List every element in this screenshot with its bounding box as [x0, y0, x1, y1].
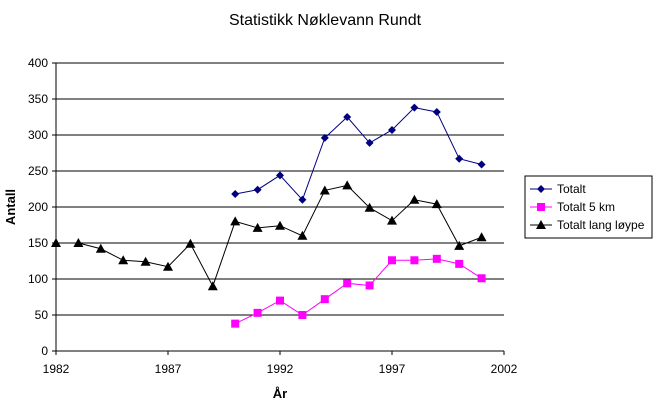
- legend: Totalt Totalt 5 km Totalt lang løype: [524, 175, 653, 239]
- data-point: [477, 274, 486, 283]
- data-point: [388, 125, 396, 134]
- y-tick-label: 250: [28, 164, 48, 178]
- y-tick-label: 350: [28, 92, 48, 106]
- data-point: [431, 199, 442, 209]
- data-point: [140, 256, 151, 266]
- data-point: [298, 311, 307, 319]
- series-2: [231, 254, 486, 328]
- series-group: [51, 103, 487, 328]
- y-tick-label: 200: [28, 200, 48, 214]
- x-tick-label: 2002: [491, 362, 518, 376]
- data-point: [343, 279, 352, 288]
- data-point: [276, 296, 284, 305]
- data-point: [409, 194, 420, 204]
- x-tick-label: 1992: [267, 362, 294, 376]
- data-point: [298, 195, 307, 204]
- data-point: [252, 222, 263, 232]
- data-point: [297, 230, 308, 240]
- data-point: [387, 215, 397, 225]
- legend-marker: [537, 203, 545, 211]
- y-axis-label: Antall: [3, 189, 18, 225]
- data-point: [185, 238, 196, 248]
- x-tick-label: 1987: [155, 362, 182, 376]
- grid-lines: [56, 62, 504, 316]
- data-point: [455, 259, 464, 268]
- data-point: [364, 202, 375, 212]
- data-point: [231, 190, 240, 199]
- data-point: [365, 138, 374, 147]
- series-line: [56, 184, 482, 288]
- data-point: [253, 185, 262, 194]
- data-point: [455, 154, 464, 163]
- x-tick-label: 1982: [43, 362, 70, 376]
- y-tick-label: 100: [28, 272, 48, 286]
- data-point: [342, 180, 353, 190]
- legend-marker: [537, 185, 545, 193]
- y-tick-label: 300: [28, 128, 48, 142]
- data-point: [365, 281, 374, 290]
- x-axis-label: År: [273, 386, 287, 401]
- data-point: [410, 103, 419, 112]
- x-tick-labels: 1982 1987 1992 1997 2002: [43, 351, 518, 376]
- data-point: [319, 185, 330, 195]
- chart-title: Statistikk Nøklevann Rundt: [229, 12, 422, 29]
- y-tick-label: 50: [35, 308, 49, 322]
- data-point: [230, 216, 241, 226]
- legend-label: Totalt lang løype: [557, 218, 645, 232]
- data-point: [343, 113, 352, 121]
- data-point: [320, 295, 329, 304]
- data-point: [410, 256, 419, 265]
- legend-label: Totalt: [557, 182, 586, 196]
- data-point: [320, 133, 329, 142]
- data-point: [253, 308, 262, 317]
- y-tick-label: 0: [41, 344, 48, 358]
- data-point: [51, 238, 61, 247]
- data-point: [231, 319, 240, 328]
- data-point: [477, 160, 486, 169]
- x-tick-label: 1997: [379, 362, 406, 376]
- data-point: [207, 281, 218, 291]
- series-line: [235, 107, 482, 201]
- data-point: [163, 261, 173, 271]
- series-line: [234, 258, 482, 325]
- legend-label: Totalt 5 km: [557, 200, 615, 214]
- data-point: [454, 240, 465, 250]
- data-point: [276, 171, 284, 180]
- data-point: [118, 255, 129, 265]
- y-tick-labels: 0 50 100 150 200 250 300 350 400: [28, 56, 56, 358]
- series-3: [51, 180, 487, 291]
- series-1: [231, 103, 486, 204]
- data-point: [432, 254, 441, 263]
- data-point: [476, 232, 487, 242]
- y-tick-label: 400: [28, 56, 48, 70]
- data-point: [275, 220, 285, 230]
- y-tick-label: 150: [28, 236, 48, 250]
- data-point: [388, 256, 396, 265]
- data-point: [432, 107, 441, 116]
- data-point: [73, 238, 84, 247]
- data-point: [95, 243, 106, 253]
- legend-marker: [536, 220, 546, 229]
